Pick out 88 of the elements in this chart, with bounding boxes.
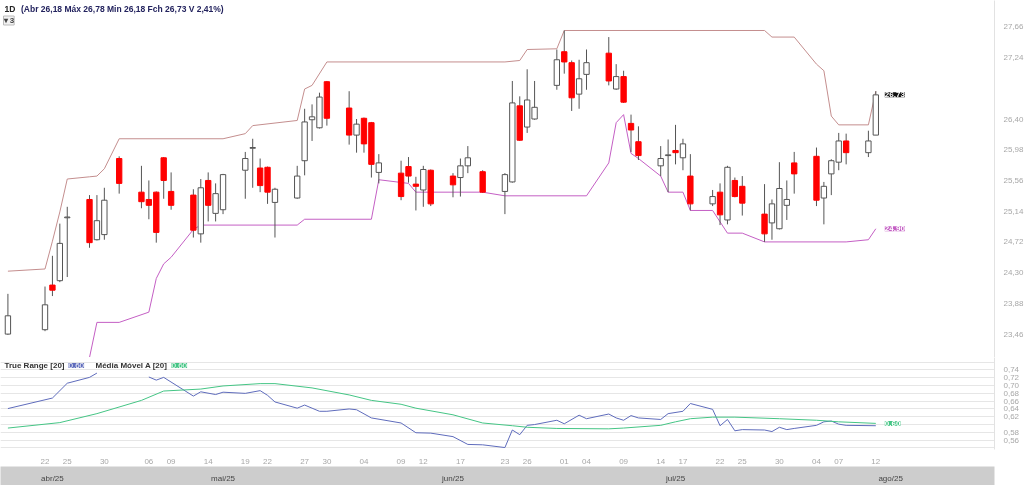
chart-title: 1D <box>4 3 16 14</box>
x-tick-label: 23 <box>500 456 510 466</box>
legend-label: True Range [20] <box>4 361 65 370</box>
y-tick-label: 0,64 <box>1003 404 1020 414</box>
y-tick-label: 25,98 <box>1003 145 1024 155</box>
x-tick-label: 12 <box>418 456 429 466</box>
candlestick <box>4 293 12 336</box>
candlestick <box>575 59 583 110</box>
x2-tick-label: abr/25 <box>41 473 65 483</box>
x-tick-label: 19 <box>240 456 251 466</box>
annotation: 0,60 <box>171 361 188 370</box>
x2-tick-label: jul/25 <box>664 473 686 483</box>
candlestick <box>49 255 56 297</box>
x-tick-label: 25 <box>62 456 73 466</box>
line-series <box>7 383 877 430</box>
y-tick-label: 23,46 <box>1003 329 1024 339</box>
x-tick-label: 22 <box>715 456 726 466</box>
candlestick <box>160 156 167 200</box>
candlestick <box>464 145 471 174</box>
legend-label: Média Móvel A [20] <box>95 361 168 370</box>
y-tick-label: 0,70 <box>1003 381 1020 391</box>
y-tick-label: 23,88 <box>1003 298 1024 308</box>
candlestick <box>679 138 687 171</box>
candlestick <box>664 139 672 193</box>
candlestick <box>627 114 635 153</box>
candlestick <box>791 151 798 195</box>
y-tick-label: 24,72 <box>1003 237 1024 247</box>
x-tick-label: 01 <box>559 456 570 466</box>
y-tick-label: 0,66 <box>1003 396 1020 406</box>
x-tick-label: 07 <box>834 456 844 466</box>
x2-tick-label: mai/25 <box>211 473 236 483</box>
y-tick-label: 26,40 <box>1003 114 1024 124</box>
x-tick-label: 04 <box>582 456 592 466</box>
x-tick-label: 06 <box>144 456 154 466</box>
x-tick-label: 30 <box>774 456 785 466</box>
candlestick <box>420 165 427 208</box>
x-tick-label: 09 <box>619 456 629 466</box>
candlestick <box>657 145 664 177</box>
candlestick <box>479 169 486 194</box>
y-tick-label: 25,56 <box>1003 175 1024 185</box>
x-tick-label: 25 <box>737 456 748 466</box>
x-tick-label: 12 <box>871 456 881 466</box>
y-tick-label: 0,72 <box>1003 373 1020 383</box>
x-tick-label: 30 <box>322 456 332 466</box>
y-tick-label: 27,66 <box>1003 22 1024 32</box>
candlestick <box>271 187 279 239</box>
candlestick <box>353 118 360 154</box>
x-tick-label: 14 <box>656 456 666 466</box>
x-tick-label: 30 <box>99 456 110 466</box>
x-tick-label: 09 <box>166 456 177 466</box>
annotation: ▾ 3 <box>2 16 15 25</box>
candlestick <box>375 153 382 184</box>
line-series <box>89 114 877 357</box>
y-tick-label: 0,68 <box>1003 388 1020 398</box>
data-label: 0,60 <box>884 418 901 428</box>
candlestick <box>167 171 175 211</box>
x-tick-label: 09 <box>396 456 407 466</box>
candlestick <box>820 181 828 225</box>
candlestick <box>635 125 642 161</box>
y-tick-label: 0,74 <box>1003 365 1020 375</box>
candlestick <box>583 49 590 91</box>
x-tick-label: 22 <box>263 456 273 466</box>
candlestick <box>64 206 71 278</box>
x-tick-label: 17 <box>678 456 688 466</box>
x2-tick-label: ago/25 <box>878 473 904 483</box>
candlestick <box>613 63 620 91</box>
x-tick-label: 04 <box>359 456 369 466</box>
y-tick-label: 0,58 <box>1003 427 1020 437</box>
annotation: 0,60 <box>68 361 85 370</box>
x2-tick-label: jun/25 <box>441 473 465 483</box>
x-tick-label: 17 <box>455 456 466 466</box>
x-tick-label: 14 <box>203 456 214 466</box>
data-label: 24,90 <box>884 224 906 234</box>
x-tick-label: 26 <box>522 456 533 466</box>
y-tick-label: 0,62 <box>1003 412 1020 422</box>
y-tick-label: 24,30 <box>1003 268 1024 278</box>
x-tick-label: 27 <box>300 456 310 466</box>
y-tick-label: 0,56 <box>1003 435 1020 445</box>
y-tick-label: 27,24 <box>1003 53 1024 63</box>
y-tick-label: 25,14 <box>1003 206 1024 216</box>
x-tick-label: 22 <box>40 456 51 466</box>
x-tick-label: 04 <box>812 456 822 466</box>
candlestick <box>457 158 464 198</box>
candlestick <box>294 165 301 200</box>
chart-subtitle: (Abr 26,18 Máx 26,78 Min 26,18 Fch 26,73 V 2,41%) <box>21 3 224 14</box>
candlestick <box>242 151 249 200</box>
candlestick <box>249 138 256 189</box>
candlestick <box>865 130 872 158</box>
